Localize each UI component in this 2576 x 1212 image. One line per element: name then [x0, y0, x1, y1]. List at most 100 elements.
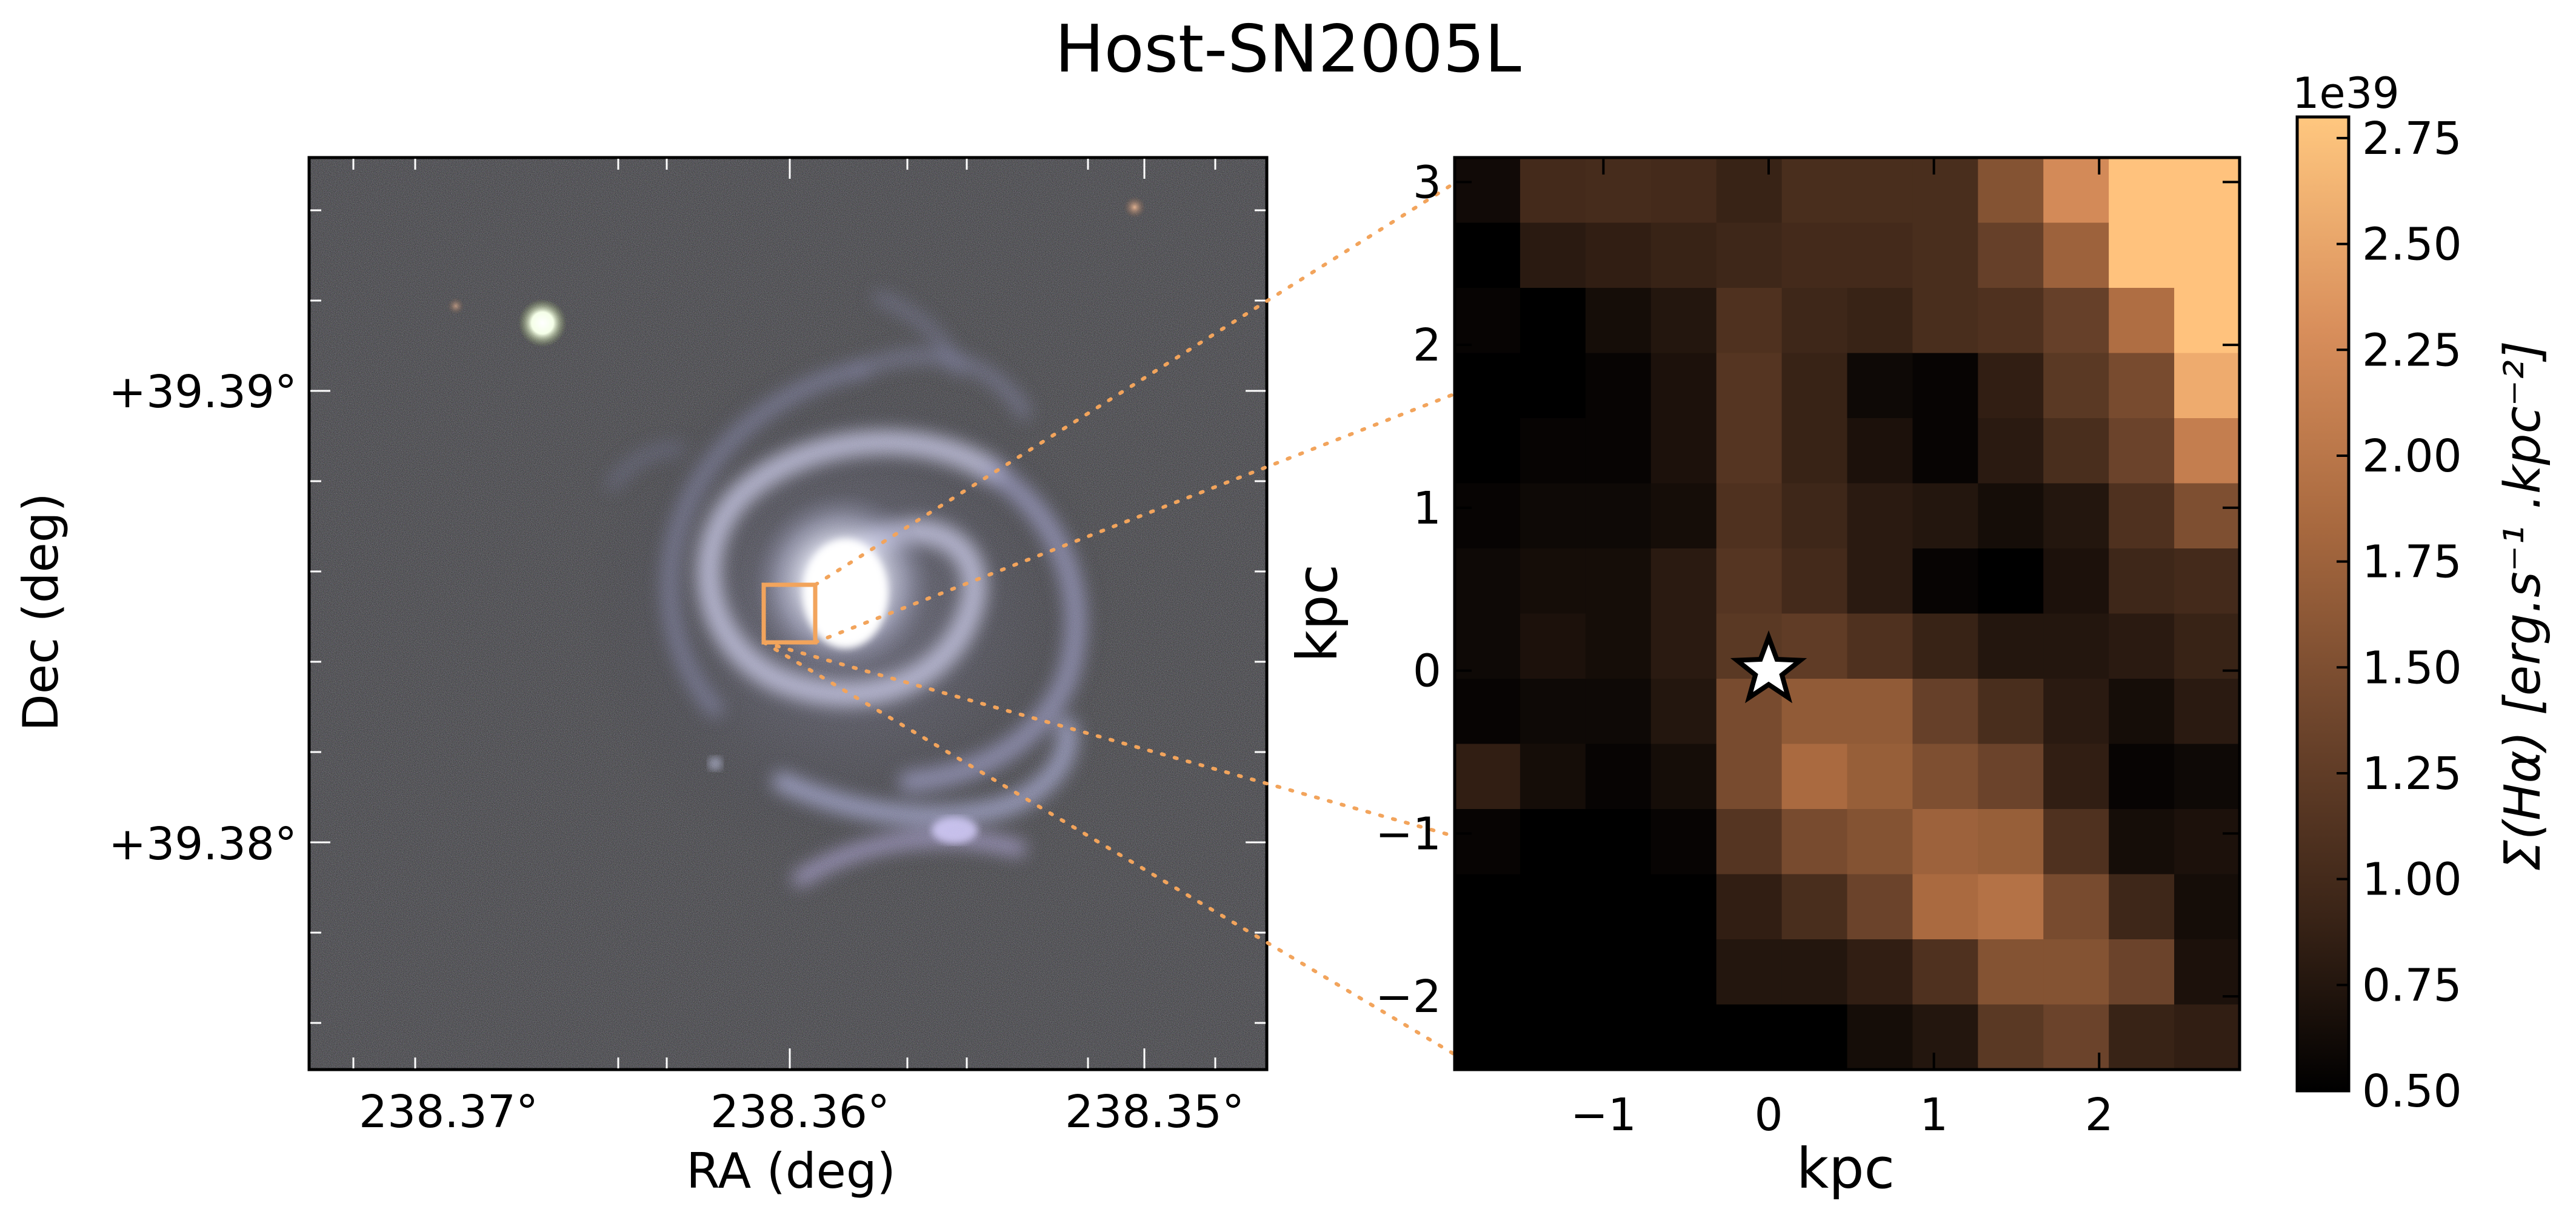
heatmap-cell: [1585, 483, 1652, 549]
heatmap-cell: [2174, 744, 2240, 810]
heatmap-cell: [1781, 874, 1848, 940]
left-axes-frame: [307, 156, 1269, 1071]
heatmap-cell: [1978, 548, 2044, 614]
x-tick-label: 0: [1754, 1089, 1783, 1141]
colorbar-tick-label: 0.75: [2362, 959, 2462, 1011]
colorbar-tick-label: 2.25: [2362, 324, 2462, 376]
ra-tick-label-1: 238.37°: [359, 1086, 538, 1138]
ra-tick-label-3: 238.35°: [1065, 1086, 1244, 1138]
heatmap-cell: [1781, 548, 1848, 614]
heatmap-cell: [1650, 874, 1717, 940]
colorbar-tick-label: 1.50: [2362, 642, 2462, 694]
heatmap-cell: [1978, 158, 2044, 224]
sn-star-icon: [1730, 630, 1807, 704]
heatmap-cell: [2109, 418, 2175, 484]
heatmap-cell: [1585, 744, 1652, 810]
galaxy-image-panel: 238.37° 238.36° 238.35° +39.39° +39.38° …: [13, 156, 1269, 1199]
heatmap-cell: [1520, 483, 1586, 549]
heatmap-cell: [1978, 809, 2044, 875]
heatmap-cell: [1716, 353, 1783, 419]
map-x-axis-label: kpc: [1797, 1136, 1895, 1201]
heatmap-cell: [1650, 1004, 1717, 1070]
heatmap-cell: [1912, 483, 1978, 549]
heatmap-cell: [2174, 353, 2240, 419]
heatmap-cell: [1650, 744, 1717, 810]
heatmap-cell: [1520, 744, 1586, 810]
heatmap-cell: [1847, 222, 1914, 288]
heatmap-cell: [2109, 939, 2175, 1005]
heatmap-cell: [2109, 353, 2175, 419]
y-tick-label: 3: [1413, 156, 1441, 208]
heatmap-cell: [2043, 288, 2109, 354]
heatmap-cell: [1650, 288, 1717, 354]
heatmap-cell: [1455, 939, 1521, 1005]
heatmap-cell: [1585, 613, 1652, 679]
heatmap-cell: [1716, 222, 1783, 288]
colorbar-tick-label: 2.75: [2362, 113, 2462, 165]
x-tick-label: 1: [1920, 1089, 1948, 1141]
heatmap-cell: [1978, 939, 2044, 1005]
halpha-map-panel: −1 0 1 2 −2 −1 0 1 2 3 kpc kpc: [1285, 156, 2241, 1201]
heatmap-cell: [1455, 353, 1521, 419]
heatmap-cell: [2174, 939, 2240, 1005]
figure-title: Host-SN2005L: [1055, 12, 1521, 87]
colorbar-offset-label: 1e39: [2292, 68, 2400, 118]
heatmap-cell: [2043, 548, 2109, 614]
heatmap-cell: [1585, 939, 1652, 1005]
right-axes-frame: [1453, 156, 2241, 1071]
dec-axis-label: Dec (deg): [13, 493, 69, 731]
foreground-star-faint: [447, 298, 464, 315]
heatmap-cell: [2043, 613, 2109, 679]
heatmap-cell: [1520, 158, 1586, 224]
heatmap-cell: [2174, 548, 2240, 614]
heatmap-cell: [2109, 613, 2175, 679]
heatmap-cell: [1520, 809, 1586, 875]
heatmap-cell: [1912, 939, 1978, 1005]
heatmap-cell: [1455, 288, 1521, 354]
colorbar-tick-label: 2.00: [2362, 430, 2462, 482]
x-tick-label: 2: [2085, 1089, 2114, 1141]
y-tick-label: 1: [1413, 482, 1441, 534]
heatmap-cell: [1716, 809, 1783, 875]
heatmap-cell: [1520, 613, 1586, 679]
heatmap-cell: [1781, 222, 1848, 288]
zoom-connectors: [762, 181, 1457, 1056]
heatmap-cell: [2109, 548, 2175, 614]
heatmap-cell: [1847, 613, 1914, 679]
y-tick-label: 0: [1413, 645, 1441, 698]
heatmap-cell: [1978, 418, 2044, 484]
heatmap-cell: [1455, 548, 1521, 614]
heatmap-cell: [2174, 222, 2240, 288]
heatmap-cell: [2174, 1004, 2240, 1070]
y-tick-label: 2: [1413, 319, 1441, 371]
heatmap-cell: [1781, 679, 1848, 745]
heatmap-cell: [1847, 418, 1914, 484]
foreground-star-small: [1124, 196, 1146, 218]
heatmap-cell: [2109, 874, 2175, 940]
heatmap-cell: [1978, 1004, 2044, 1070]
colorbar-gradient: [2295, 115, 2351, 1093]
heatmap-cell: [2109, 1004, 2175, 1070]
heatmap-cell: [1520, 939, 1586, 1005]
heatmap-cell: [1455, 158, 1521, 224]
heatmap-cell: [2174, 158, 2240, 224]
colorbar-tick-label: 1.25: [2362, 748, 2462, 800]
colorbar-tick-label: 1.75: [2362, 536, 2462, 588]
heatmap-cell: [1650, 158, 1717, 224]
heatmap-cell: [2174, 288, 2240, 354]
heatmap-cell: [1455, 744, 1521, 810]
heatmap-cell: [1847, 548, 1914, 614]
heatmap-cell: [2174, 809, 2240, 875]
heatmap-cell: [1650, 483, 1717, 549]
heatmap-cell: [1650, 418, 1717, 484]
heatmap-cell: [1650, 353, 1717, 419]
heatmap-cell: [1716, 418, 1783, 484]
heatmap-cell: [1585, 809, 1652, 875]
heatmap-cell: [1847, 679, 1914, 745]
heatmap-cell: [1912, 548, 1978, 614]
heatmap-cell: [1978, 353, 2044, 419]
heatmap-cell: [1716, 939, 1783, 1005]
colorbar-ticks: 0.50 0.75 1.00 1.25 1.50 1.75 2.00 2.25 2.50 2.75: [2337, 113, 2462, 1117]
heatmap-cell: [1716, 483, 1783, 549]
